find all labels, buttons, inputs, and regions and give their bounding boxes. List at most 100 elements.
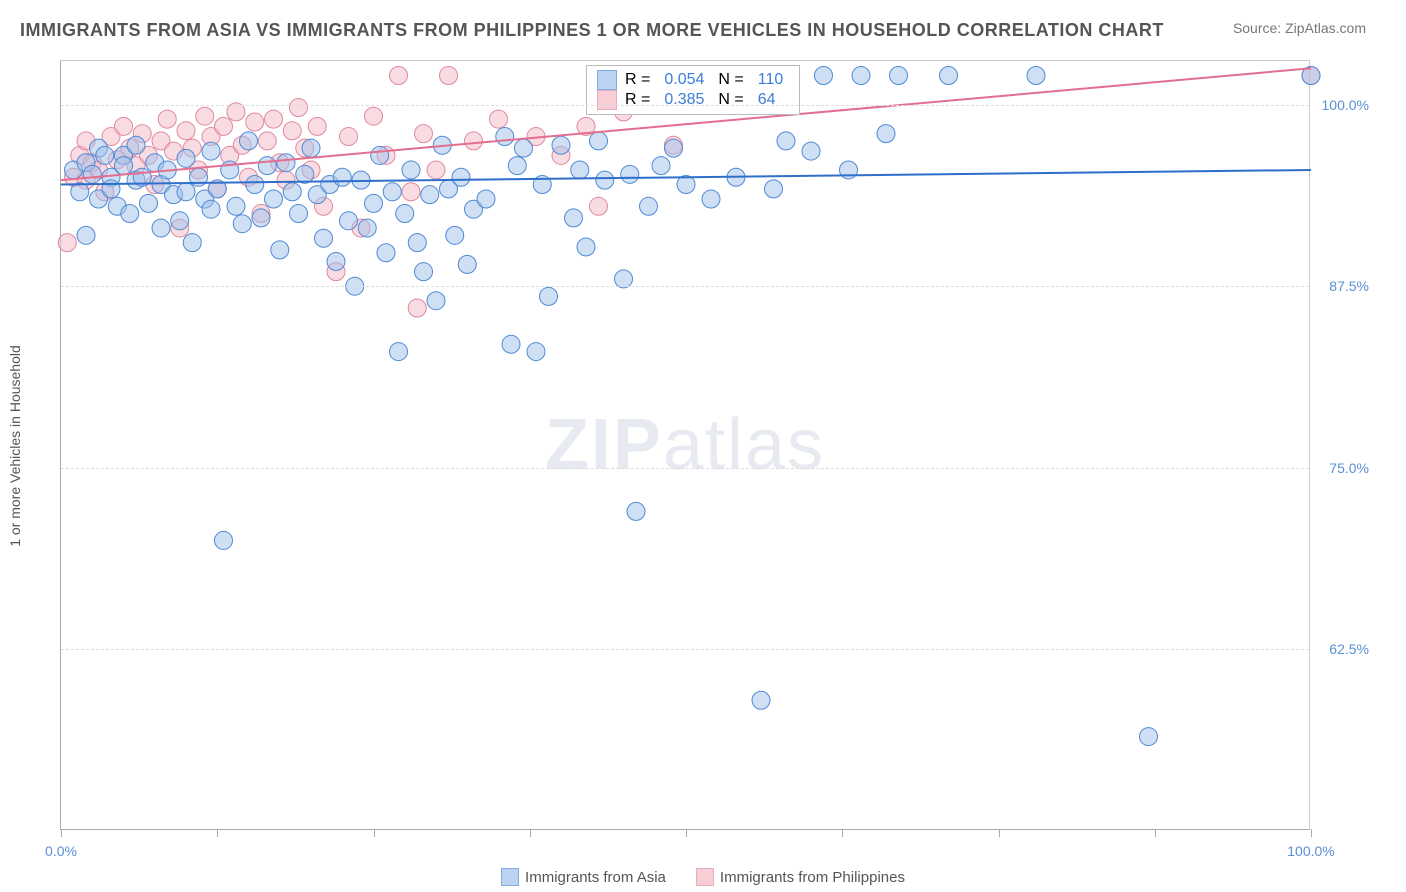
data-point [258, 157, 276, 175]
data-point [1140, 728, 1158, 746]
gridline [61, 649, 1309, 650]
xtick-label: 100.0% [1287, 843, 1334, 859]
data-point [565, 209, 583, 227]
data-point [115, 157, 133, 175]
legend-r-value: 0.385 [658, 91, 710, 109]
data-point [177, 183, 195, 201]
xtick [1311, 829, 1312, 837]
legend-stats-box: R = 0.054 N = 110R = 0.385 N = 64 [586, 65, 800, 115]
data-point [265, 110, 283, 128]
data-point [227, 197, 245, 215]
data-point [490, 110, 508, 128]
data-point [271, 241, 289, 259]
data-point [815, 67, 833, 85]
data-point [508, 157, 526, 175]
data-point [702, 190, 720, 208]
data-point [283, 183, 301, 201]
gridline [61, 468, 1309, 469]
data-point [527, 343, 545, 361]
data-point [340, 128, 358, 146]
data-point [802, 142, 820, 160]
data-point [246, 175, 264, 193]
legend-r-label: R = [625, 71, 650, 89]
xtick-label: 0.0% [45, 843, 77, 859]
data-point [440, 67, 458, 85]
data-point [177, 122, 195, 140]
data-point [496, 128, 514, 146]
ytick-label: 100.0% [1314, 97, 1369, 113]
legend-r-value: 0.054 [658, 71, 710, 89]
xtick [217, 829, 218, 837]
data-point [58, 234, 76, 252]
data-point [1027, 67, 1045, 85]
legend-r-label: R = [625, 91, 650, 109]
data-point [140, 194, 158, 212]
data-point [465, 132, 483, 150]
xtick [530, 829, 531, 837]
data-point [665, 139, 683, 157]
data-point [127, 136, 145, 154]
legend-n-label: N = [718, 71, 743, 89]
data-point [415, 263, 433, 281]
data-point [627, 502, 645, 520]
legend-swatch [597, 90, 617, 110]
data-point [408, 234, 426, 252]
data-point [590, 132, 608, 150]
data-point [852, 67, 870, 85]
xtick [686, 829, 687, 837]
data-point [652, 157, 670, 175]
data-point [515, 139, 533, 157]
data-point [640, 197, 658, 215]
data-point [890, 67, 908, 85]
data-point [383, 183, 401, 201]
data-point [77, 226, 95, 244]
data-point [152, 219, 170, 237]
data-point [427, 161, 445, 179]
gridline [61, 286, 1309, 287]
data-point [571, 161, 589, 179]
data-point [171, 212, 189, 230]
legend-swatch [501, 868, 519, 886]
data-point [940, 67, 958, 85]
data-point [390, 343, 408, 361]
data-point [402, 161, 420, 179]
data-point [265, 190, 283, 208]
legend-n-value: 64 [752, 91, 782, 109]
data-point [415, 125, 433, 143]
data-point [421, 186, 439, 204]
legend-label: Immigrants from Philippines [720, 869, 905, 886]
data-point [83, 165, 101, 183]
xtick [1155, 829, 1156, 837]
data-point [215, 117, 233, 135]
bottom-legend-item: Immigrants from Philippines [696, 868, 905, 886]
data-point [96, 146, 114, 164]
data-point [277, 154, 295, 172]
legend-n-value: 110 [752, 71, 790, 89]
data-point [396, 205, 414, 223]
data-point [452, 168, 470, 186]
data-point [752, 691, 770, 709]
data-point [327, 252, 345, 270]
data-point [377, 244, 395, 262]
data-point [215, 531, 233, 549]
data-point [177, 149, 195, 167]
data-point [502, 335, 520, 353]
data-point [765, 180, 783, 198]
data-point [121, 205, 139, 223]
data-point [777, 132, 795, 150]
data-point [102, 180, 120, 198]
legend-swatch [696, 868, 714, 886]
xtick [61, 829, 62, 837]
data-point [183, 234, 201, 252]
data-point [71, 183, 89, 201]
data-point [202, 142, 220, 160]
xtick [999, 829, 1000, 837]
ytick-label: 75.0% [1314, 460, 1369, 476]
ytick-label: 87.5% [1314, 278, 1369, 294]
data-point [158, 110, 176, 128]
data-point [233, 215, 251, 233]
data-point [590, 197, 608, 215]
data-point [402, 183, 420, 201]
gridline [61, 105, 1309, 106]
data-point [308, 117, 326, 135]
